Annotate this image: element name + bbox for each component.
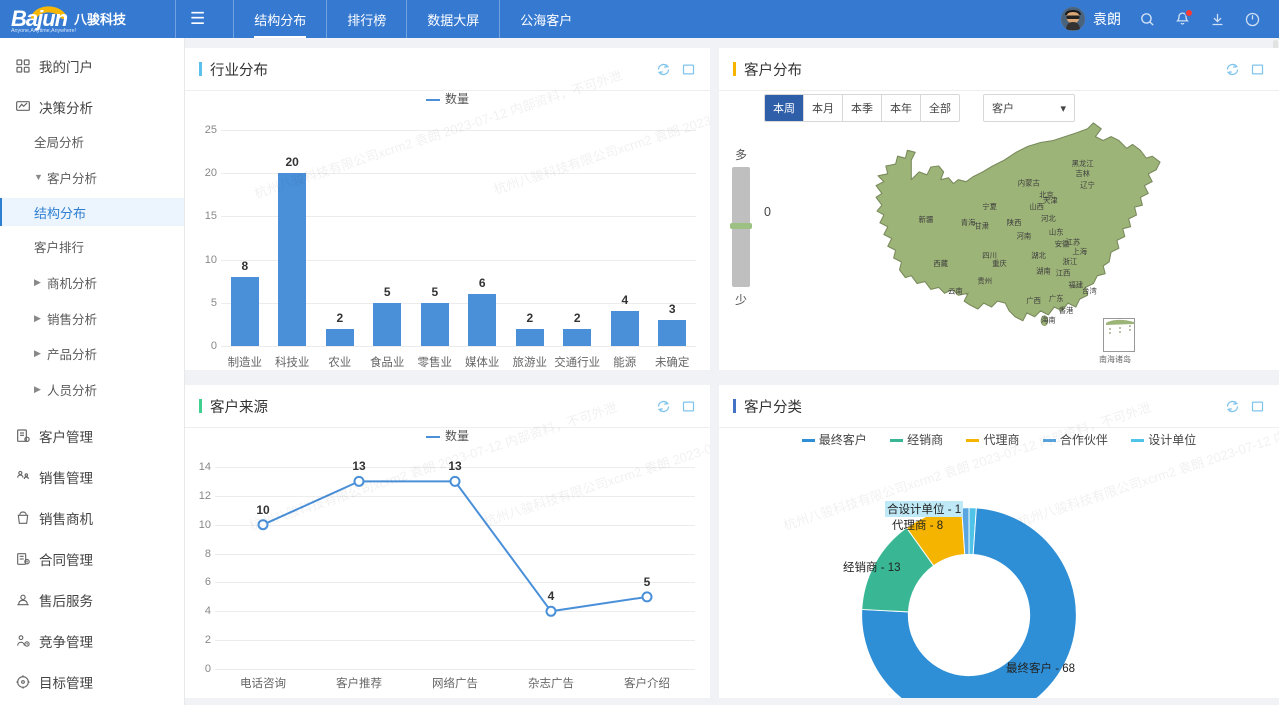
svg-text:江苏: 江苏 bbox=[1066, 237, 1081, 246]
svg-text:广东: 广东 bbox=[1049, 294, 1064, 303]
svg-text:浙江: 浙江 bbox=[1063, 257, 1078, 266]
svg-text:河北: 河北 bbox=[1041, 214, 1056, 223]
svg-text:河南: 河南 bbox=[1017, 231, 1032, 240]
svg-text:上海: 上海 bbox=[1072, 247, 1087, 256]
svg-text:江西: 江西 bbox=[1056, 269, 1071, 278]
svg-text:贵州: 贵州 bbox=[977, 277, 992, 286]
svg-text:山西: 山西 bbox=[1029, 202, 1044, 211]
svg-text:云南: 云南 bbox=[948, 286, 963, 295]
svg-text:山东: 山东 bbox=[1049, 228, 1064, 237]
svg-text:辽宁: 辽宁 bbox=[1080, 181, 1095, 190]
svg-text:西藏: 西藏 bbox=[933, 259, 948, 268]
svg-text:台湾: 台湾 bbox=[1082, 286, 1097, 295]
svg-text:海南: 海南 bbox=[1041, 316, 1056, 325]
svg-text:黑龙江: 黑龙江 bbox=[1072, 159, 1095, 168]
svg-text:重庆: 重庆 bbox=[992, 259, 1007, 268]
svg-text:广西: 广西 bbox=[1026, 296, 1041, 305]
svg-text:陕西: 陕西 bbox=[1007, 218, 1022, 227]
svg-text:新疆: 新疆 bbox=[919, 215, 934, 224]
svg-text:Anyone,Anytime,Anywhere!: Anyone,Anytime,Anywhere! bbox=[11, 28, 76, 33]
svg-text:宁夏: 宁夏 bbox=[982, 202, 997, 211]
svg-text:湖北: 湖北 bbox=[1031, 251, 1046, 260]
svg-text:甘肃: 甘肃 bbox=[974, 222, 989, 231]
svg-text:吉林: 吉林 bbox=[1075, 169, 1090, 178]
svg-text:内蒙古: 内蒙古 bbox=[1018, 179, 1040, 188]
svg-text:湖南: 湖南 bbox=[1036, 267, 1051, 276]
svg-text:天津: 天津 bbox=[1043, 196, 1058, 205]
svg-text:香港: 香港 bbox=[1059, 306, 1074, 315]
svg-text:八骏科技: 八骏科技 bbox=[73, 12, 127, 27]
